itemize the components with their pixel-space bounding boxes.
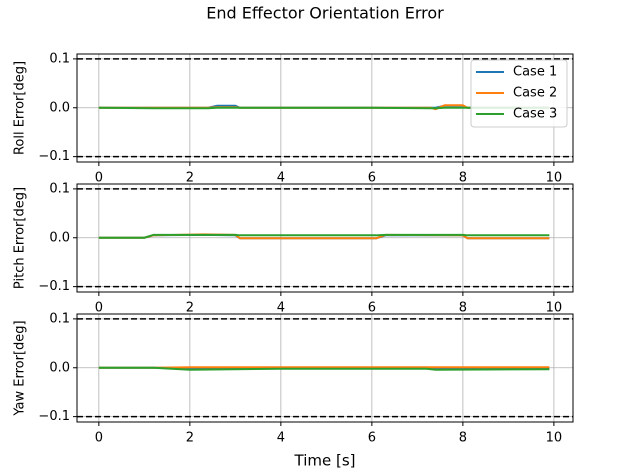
x-tick-label: 6 — [368, 301, 376, 316]
x-tick-label: 10 — [546, 431, 563, 446]
y-axis-label: Roll Error[deg] — [13, 61, 28, 155]
x-tick-label: 8 — [459, 171, 467, 186]
x-tick-label: 10 — [546, 301, 563, 316]
y-tick-label: 0.0 — [49, 230, 70, 245]
x-tick-label: 2 — [186, 171, 194, 186]
y-tick-label: 0.1 — [49, 181, 70, 196]
x-tick-label: 2 — [186, 431, 194, 446]
x-tick-label: 10 — [546, 171, 563, 186]
x-tick-label: 0 — [95, 171, 103, 186]
legend-box — [470, 59, 568, 128]
x-tick-label: 2 — [186, 301, 194, 316]
legend-label: Case 1 — [513, 65, 557, 80]
line-series — [98, 366, 550, 371]
x-tick-label: 4 — [277, 171, 285, 186]
x-tick-label: 8 — [459, 431, 467, 446]
axes-frame — [76, 53, 574, 163]
x-tick-label: 4 — [277, 301, 285, 316]
y-tick-label: −0.1 — [38, 149, 70, 164]
x-axis-label: Time [s] — [294, 452, 356, 470]
y-tick-label: 0.0 — [49, 360, 70, 375]
axes-frame — [76, 313, 574, 423]
x-tick-label: 4 — [277, 431, 285, 446]
legend-label: Case 3 — [513, 107, 557, 122]
y-tick-label: −0.1 — [38, 279, 70, 294]
chart-title: End Effector Orientation Error — [206, 4, 444, 23]
x-tick-label: 8 — [459, 301, 467, 316]
y-tick-label: −0.1 — [38, 409, 70, 424]
y-tick-label: 0.0 — [49, 100, 70, 115]
y-tick-label: 0.1 — [49, 51, 70, 66]
x-tick-label: 0 — [95, 431, 103, 446]
subplot: 0 2 4 6 8 10 −0.1 0.0 0.1 — [38, 181, 574, 316]
line-series — [98, 233, 550, 239]
subplot: 0 2 4 6 8 10 −0.1 0.0 0.1 — [38, 311, 574, 446]
y-axis-label: Yaw Error[deg] — [13, 320, 28, 416]
legend-label: Case 2 — [513, 86, 557, 101]
y-axis-label: Pitch Error[deg] — [13, 187, 28, 289]
x-tick-label: 0 — [95, 301, 103, 316]
y-tick-label: 0.1 — [49, 311, 70, 326]
x-tick-label: 6 — [368, 171, 376, 186]
x-tick-label: 6 — [368, 431, 376, 446]
subplot: 0 2 4 6 8 10 −0.1 0.0 0.1 Case 1 Case 2 Case 3 — [38, 51, 574, 186]
axes-frame — [76, 183, 574, 293]
